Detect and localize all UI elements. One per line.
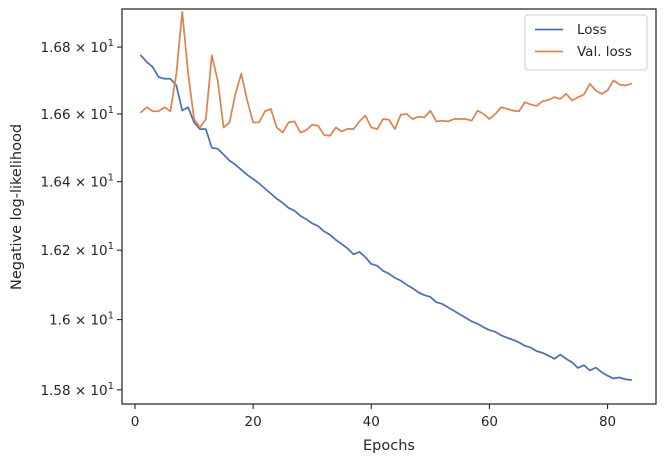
y-tick-label: 1.68 × 101 <box>40 38 114 56</box>
x-tick-label: 60 <box>481 414 498 430</box>
y-axis: 1.58 × 101 1.6 × 101 1.62 × 101 1.64 × 101 1… <box>40 38 122 399</box>
y-axis-label: Negative log-likelihood <box>9 124 25 290</box>
x-tick-label: 40 <box>363 414 380 430</box>
plot-frame <box>121 8 657 405</box>
legend-label-loss: Loss <box>577 22 607 38</box>
x-axis: 0 20 40 60 80 <box>131 404 616 430</box>
x-tick-label: 80 <box>599 414 616 430</box>
series-line-val-loss <box>140 11 633 137</box>
legend: Loss Val. loss <box>524 14 648 71</box>
series-line-loss <box>140 54 633 381</box>
y-tick-label: 1.62 × 101 <box>40 241 114 259</box>
x-tick-label: 20 <box>245 414 262 430</box>
y-tick-label: 1.64 × 101 <box>40 173 114 191</box>
x-axis-label: Epochs <box>363 438 415 454</box>
y-tick-label: 1.58 × 101 <box>40 381 114 399</box>
y-tick-label: 1.6 × 101 <box>49 311 114 329</box>
legend-label-val-loss: Val. loss <box>577 44 632 60</box>
x-tick-label: 0 <box>131 414 140 430</box>
y-tick-label: 1.66 × 101 <box>40 105 114 123</box>
series-layer <box>140 11 633 381</box>
